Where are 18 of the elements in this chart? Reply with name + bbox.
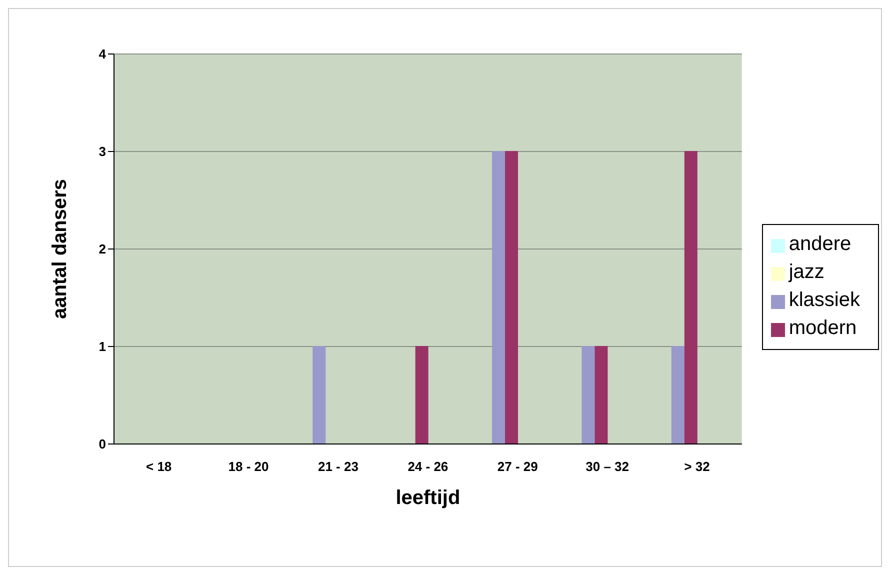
y-tick-label: 1: [98, 339, 106, 354]
legend-label: klassiek: [788, 288, 860, 310]
y-tick-label: 2: [98, 242, 106, 257]
y-tick-label: 4: [98, 46, 107, 62]
legend-label: modern: [788, 316, 857, 338]
x-tick-label: 27 - 29: [497, 459, 538, 474]
legend-label: andere: [788, 232, 852, 254]
y-tick-label: 0: [98, 436, 106, 452]
x-tick-label: 18 - 20: [228, 459, 269, 474]
y-axis-title: aantal dansers: [49, 178, 72, 320]
x-tick-label: 24 - 26: [408, 459, 448, 474]
x-axis-title: leeftijd: [396, 487, 460, 509]
x-tick-label: > 32: [684, 459, 710, 474]
x-tick-label: 30 – 32: [586, 459, 630, 474]
legend-label: jazz: [788, 260, 824, 282]
x-tick-label: 21 - 23: [318, 459, 358, 474]
y-tick-label: 3: [98, 144, 106, 160]
x-tick-label: < 18: [146, 459, 172, 474]
